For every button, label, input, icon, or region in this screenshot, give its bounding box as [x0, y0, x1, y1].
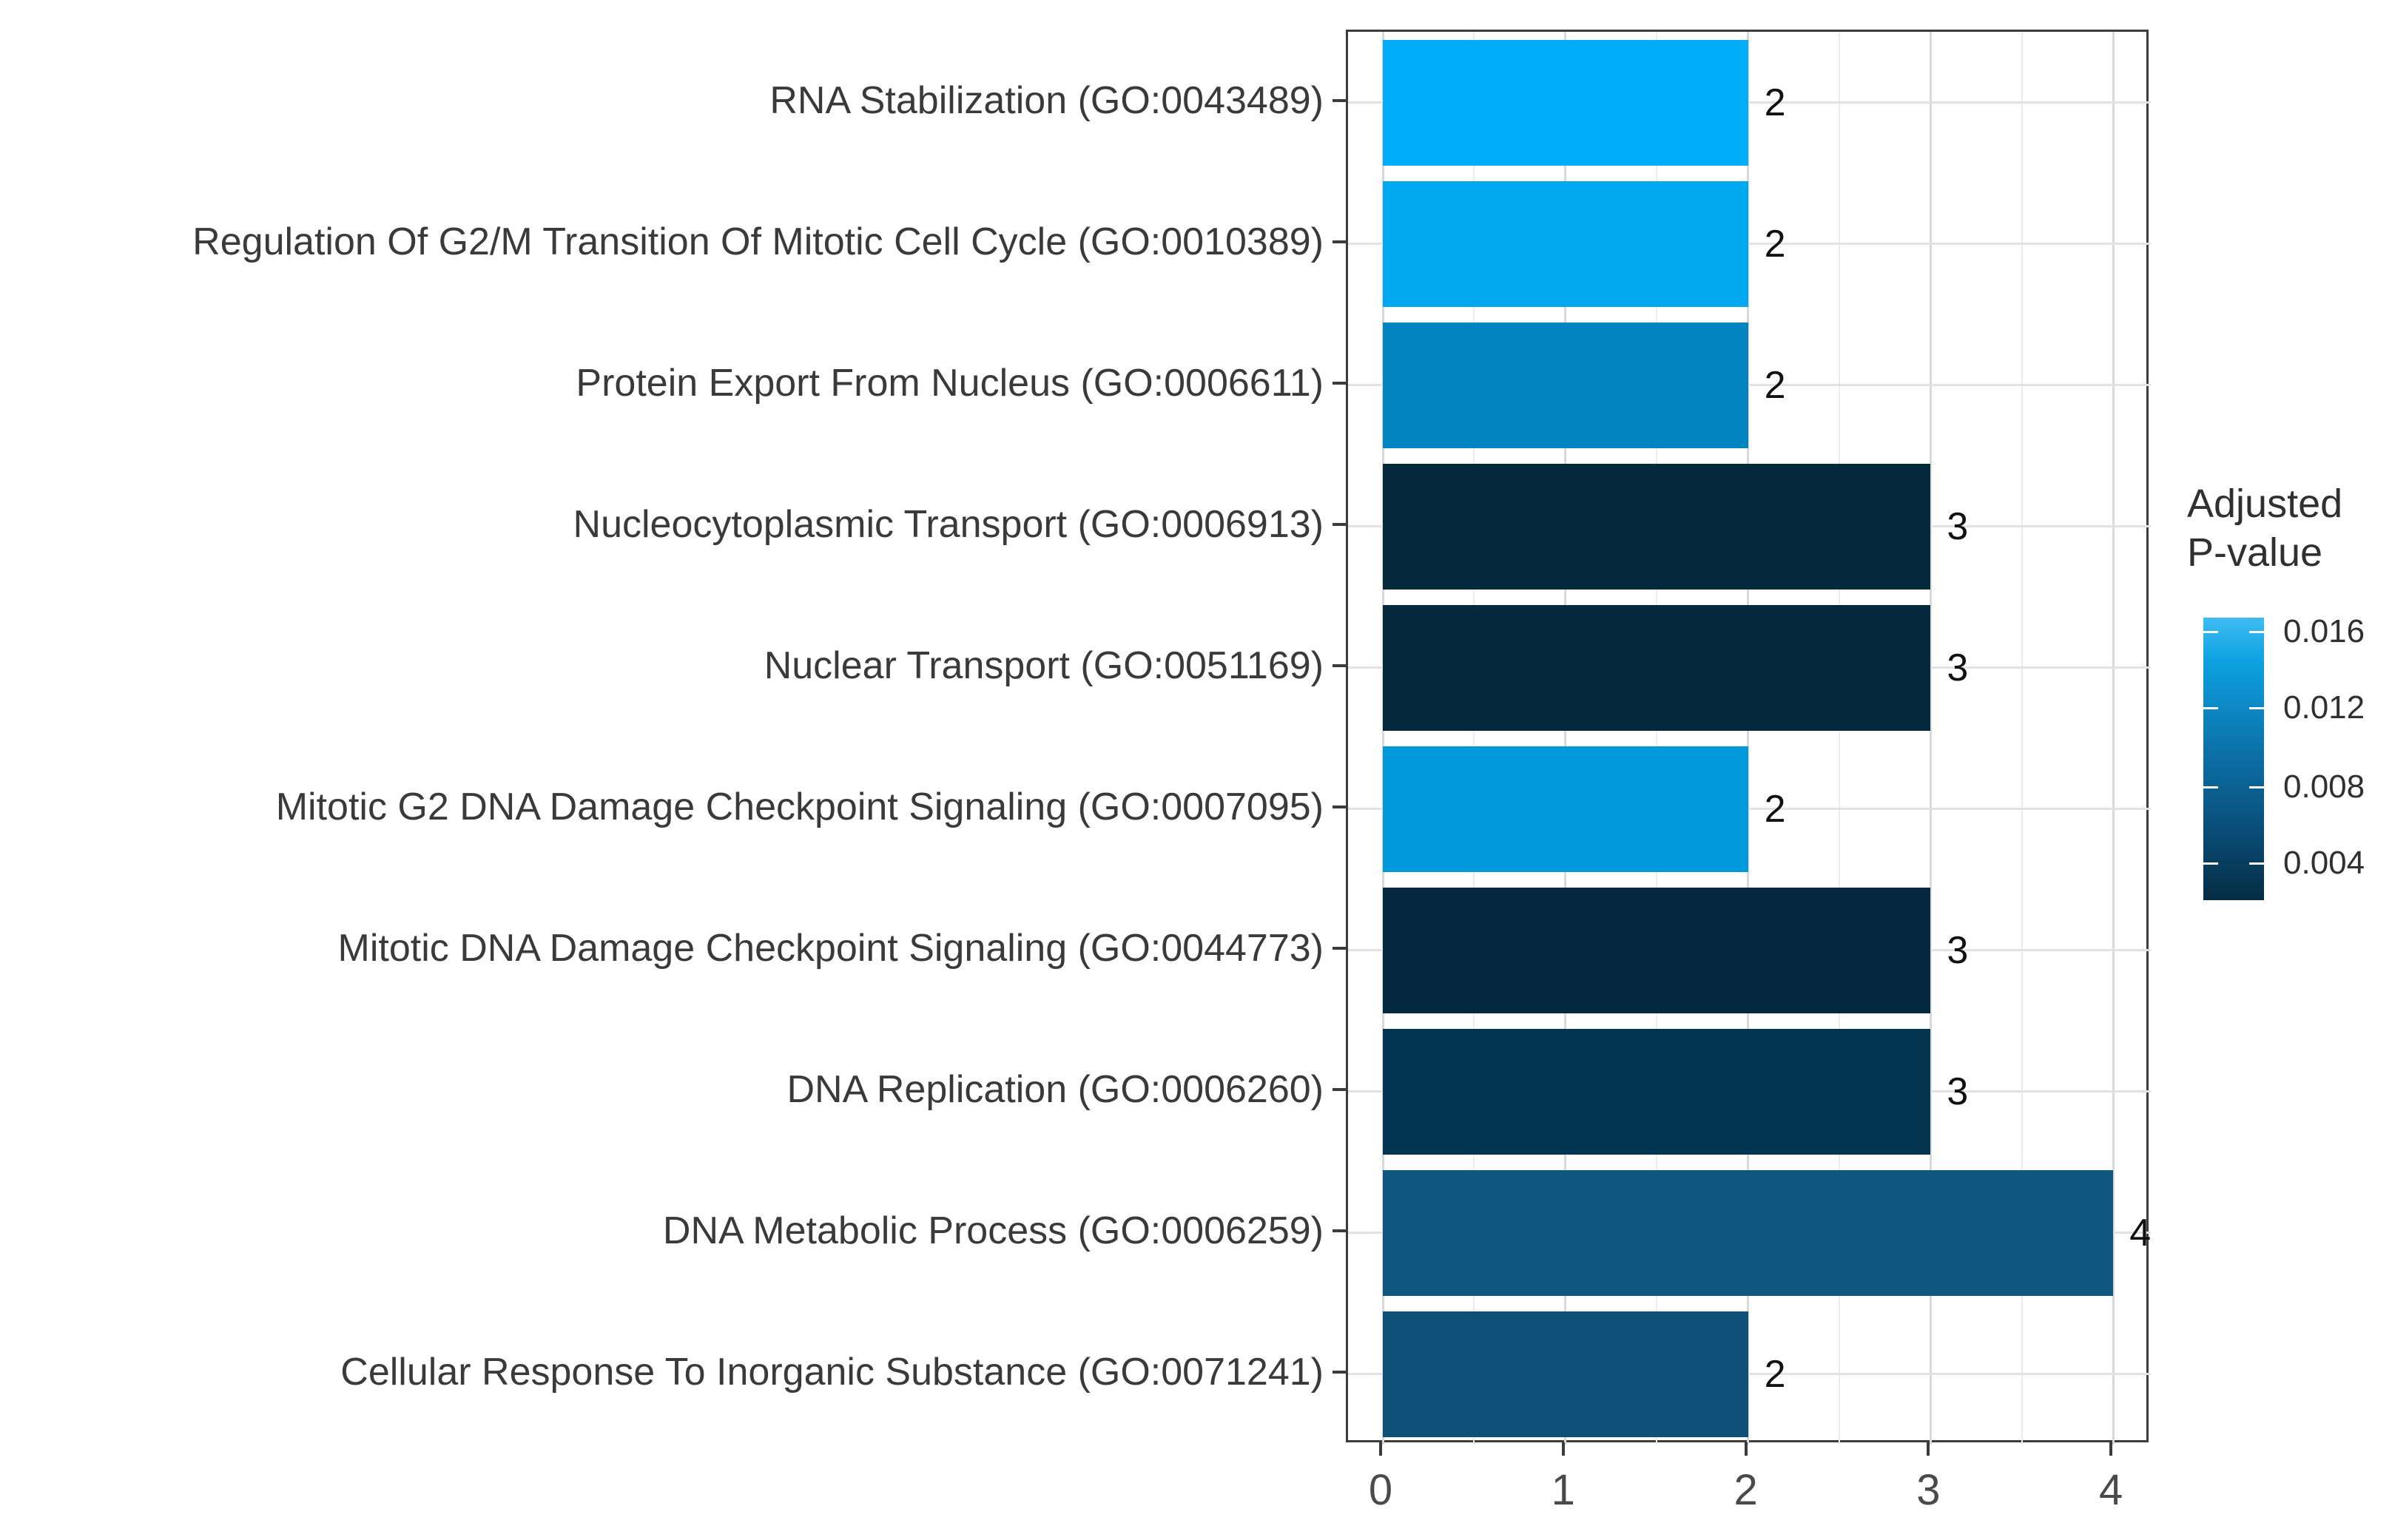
bar-value-label: 2 — [1764, 81, 1786, 124]
y-axis-category-label: Mitotic G2 DNA Damage Checkpoint Signali… — [275, 785, 1324, 828]
x-axis-tick-label: 1 — [1551, 1466, 1575, 1514]
colorbar-tick-label: 0.016 — [2283, 613, 2365, 650]
bar — [1383, 463, 1931, 590]
bar-value-label: 3 — [1947, 504, 1969, 548]
major-gridline-horizontal — [1348, 1373, 2151, 1375]
major-gridline-vertical — [2112, 32, 2115, 1445]
legend-title-line1: Adjusted — [2187, 482, 2343, 526]
bar — [1383, 1028, 1931, 1155]
y-axis-tick — [1333, 663, 1346, 667]
y-axis-category-label: Nuclear Transport (GO:0051169) — [764, 644, 1324, 687]
major-gridline-horizontal — [1348, 384, 2151, 386]
x-axis-tick — [2109, 1442, 2113, 1456]
y-axis-category-label: Nucleocytoplasmic Transport (GO:0006913) — [573, 502, 1324, 546]
bar — [1383, 1311, 1748, 1437]
colorbar-tick-left — [2203, 630, 2218, 633]
colorbar-tick-right — [2249, 786, 2264, 788]
colorbar-tick-left — [2203, 862, 2218, 865]
major-gridline-horizontal — [1348, 808, 2151, 810]
y-axis-category-label: DNA Metabolic Process (GO:0006259) — [662, 1209, 1324, 1252]
bar — [1383, 322, 1748, 448]
y-axis-tick — [1333, 381, 1346, 385]
plot-panel: 2 2 2 3 3 2 3 3 4 2 — [1346, 30, 2152, 1445]
y-axis-tick — [1333, 522, 1346, 526]
x-axis-tick — [1744, 1442, 1748, 1456]
bar-value-label: 3 — [1947, 1070, 1969, 1113]
y-axis-category-label: Mitotic DNA Damage Checkpoint Signaling … — [337, 926, 1324, 970]
colorbar-tick-left — [2203, 786, 2218, 788]
minor-gridline-vertical — [2021, 32, 2023, 1445]
bar-value-label: 3 — [1947, 646, 1969, 689]
y-axis-category-label: RNA Stabilization (GO:0043489) — [769, 78, 1324, 122]
colorbar-tick-right — [2249, 862, 2264, 865]
bar — [1383, 746, 1748, 872]
y-axis-category-label: Cellular Response To Inorganic Substance… — [340, 1350, 1324, 1394]
bar-value-label: 2 — [1764, 1352, 1786, 1396]
major-gridline-vertical — [1381, 32, 1384, 1445]
y-axis-category-label: DNA Replication (GO:0006260) — [786, 1067, 1324, 1111]
bar-value-label: 2 — [1764, 222, 1786, 266]
colorbar-gradient — [2203, 618, 2264, 900]
y-axis-tick — [1333, 1229, 1346, 1232]
major-gridline-horizontal — [1348, 101, 2151, 104]
major-gridline-horizontal — [1348, 243, 2151, 245]
y-axis-tick — [1333, 805, 1346, 808]
x-axis-tick — [1561, 1442, 1565, 1456]
bar-value-label: 4 — [2129, 1211, 2152, 1254]
colorbar-tick-label: 0.012 — [2283, 689, 2365, 726]
x-axis-tick — [1927, 1442, 1930, 1456]
bar — [1383, 604, 1931, 731]
y-axis-tick — [1333, 98, 1346, 102]
bar — [1383, 1169, 2114, 1296]
y-axis-category-label: Regulation Of G2/M Transition Of Mitotic… — [192, 220, 1324, 263]
x-axis-tick-label: 2 — [1734, 1466, 1758, 1514]
legend-title-line2: P-value — [2187, 530, 2323, 575]
bar-value-label: 3 — [1947, 928, 1969, 972]
y-axis-tick — [1333, 1370, 1346, 1374]
x-axis-tick-label: 4 — [2099, 1466, 2123, 1514]
major-gridline-vertical — [1747, 32, 1750, 1445]
minor-gridline-vertical — [1839, 32, 1840, 1445]
bar-value-label: 2 — [1764, 363, 1786, 407]
major-gridline-vertical — [1564, 32, 1567, 1445]
major-gridline-vertical — [1929, 32, 1932, 1445]
minor-gridline-vertical — [1656, 32, 1658, 1445]
colorbar-tick-left — [2203, 706, 2218, 709]
y-axis-tick — [1333, 240, 1346, 243]
bar — [1383, 180, 1748, 307]
colorbar-tick-label: 0.008 — [2283, 769, 2365, 806]
x-axis-tick-label: 3 — [1916, 1466, 1941, 1514]
bar-value-label: 2 — [1764, 787, 1786, 831]
y-axis-tick — [1333, 1087, 1346, 1091]
x-axis-tick — [1379, 1442, 1382, 1456]
y-axis-tick — [1333, 946, 1346, 950]
y-axis-category-label: Protein Export From Nucleus (GO:0006611) — [576, 361, 1324, 405]
x-axis-tick-label: 0 — [1368, 1466, 1393, 1514]
minor-gridline-vertical — [1473, 32, 1475, 1445]
colorbar-tick-label: 0.004 — [2283, 845, 2365, 882]
bar — [1383, 39, 1748, 166]
colorbar-tick-right — [2249, 706, 2264, 709]
colorbar-tick-right — [2249, 630, 2264, 633]
bar — [1383, 887, 1931, 1013]
